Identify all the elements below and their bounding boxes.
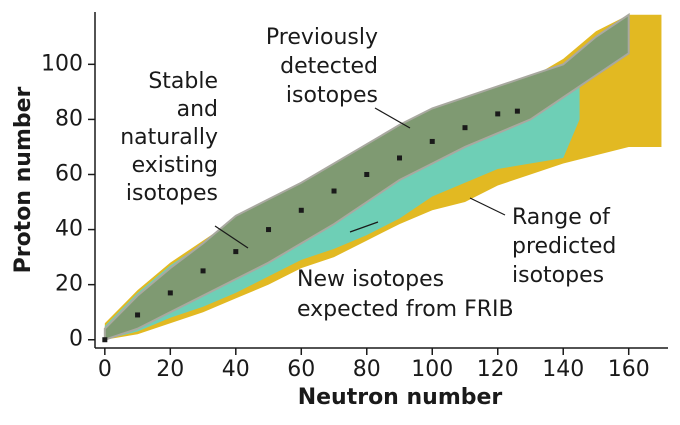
leader-line <box>469 197 506 216</box>
y-tick-label: 20 <box>55 272 83 297</box>
stable-isotope <box>331 188 337 194</box>
stable-isotope <box>233 249 239 255</box>
y-tick-label: 60 <box>55 161 83 186</box>
annotation: naturally <box>120 125 218 150</box>
isotope-region <box>103 12 630 342</box>
x-tick-label: 0 <box>98 357 112 382</box>
annotation: existing <box>132 153 218 178</box>
x-tick-label: 140 <box>542 357 584 382</box>
annotation: Previously <box>266 25 378 50</box>
annotation: New isotopes <box>297 267 444 292</box>
stable-isotope <box>462 125 468 131</box>
y-tick-label: 100 <box>41 51 83 76</box>
y-tick-label: 40 <box>55 217 83 242</box>
leader-line <box>349 221 379 233</box>
plot-area <box>102 12 662 343</box>
stable-isotope <box>266 227 272 233</box>
stable-isotope <box>102 337 108 343</box>
annotation: isotopes <box>512 263 604 288</box>
annotation: Stable <box>148 69 218 94</box>
x-tick-label: 60 <box>287 357 315 382</box>
x-tick-label: 120 <box>477 357 519 382</box>
annotation: and <box>177 97 218 122</box>
x-tick-label: 20 <box>156 357 184 382</box>
annotation: isotopes <box>126 181 218 206</box>
annotation: detected <box>280 54 378 79</box>
annotation: isotopes <box>286 83 378 108</box>
annotation: predicted <box>512 234 616 259</box>
leader-line <box>374 107 411 129</box>
x-axis-title: Neutron number <box>298 385 503 410</box>
stable-isotope <box>495 111 501 117</box>
stable-isotope <box>397 155 403 161</box>
stable-isotope <box>514 108 520 114</box>
y-tick-label: 0 <box>69 327 83 352</box>
x-tick-label: 80 <box>353 357 381 382</box>
stable-isotope <box>135 312 141 318</box>
annotation: expected from FRIB <box>297 297 514 322</box>
y-tick-label: 80 <box>55 106 83 131</box>
leader-line <box>214 225 249 249</box>
x-tick-label: 40 <box>222 357 250 382</box>
stable-isotope <box>298 207 304 213</box>
annotation: Range of <box>512 205 611 230</box>
x-tick-label: 100 <box>411 357 453 382</box>
stable-isotope <box>429 138 435 144</box>
x-tick-label: 160 <box>608 357 650 382</box>
stable-isotope <box>200 268 206 274</box>
y-axis-title: Proton number <box>11 86 36 273</box>
stable-isotope <box>167 290 173 296</box>
stable-isotope <box>364 171 370 177</box>
